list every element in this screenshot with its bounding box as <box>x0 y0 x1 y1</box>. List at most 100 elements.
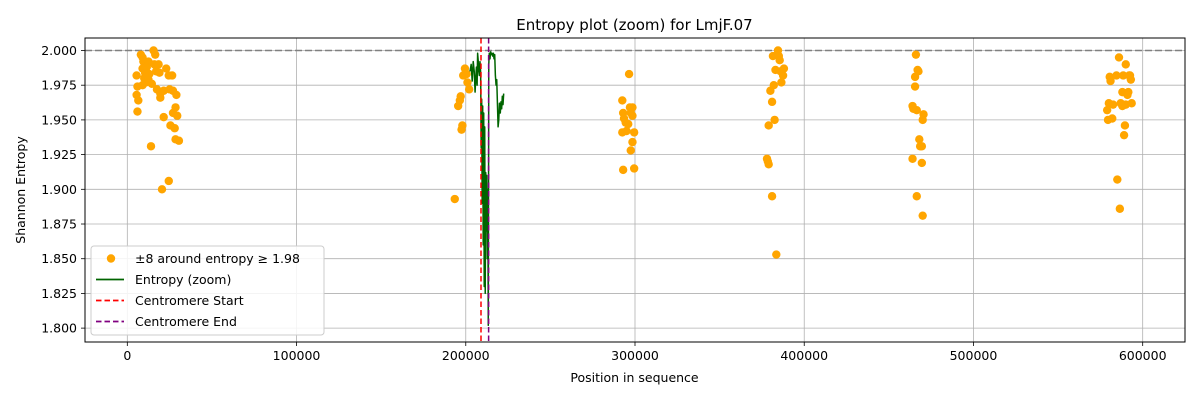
data-point <box>1108 100 1118 109</box>
data-point <box>618 96 627 105</box>
data-point <box>462 69 471 79</box>
y-tick-label: 1.975 <box>41 78 77 93</box>
data-point <box>1115 204 1125 213</box>
x-axis-label: Position in sequence <box>570 370 699 385</box>
data-point <box>1112 71 1121 80</box>
data-point <box>915 135 924 144</box>
legend-marker-points <box>106 254 116 263</box>
data-point <box>914 67 923 76</box>
data-point <box>918 211 927 220</box>
data-point <box>769 80 778 90</box>
y-tick-label: 1.950 <box>41 112 77 127</box>
plot-area <box>132 38 1136 342</box>
data-point <box>1106 76 1115 86</box>
data-point <box>134 96 143 105</box>
y-tick-label: 2.000 <box>41 43 77 58</box>
data-point <box>910 82 920 91</box>
data-point <box>157 185 167 194</box>
x-tick-label: 600000 <box>1119 348 1167 363</box>
data-point <box>1114 53 1124 62</box>
data-point <box>1127 99 1136 108</box>
data-point <box>618 128 627 137</box>
data-point <box>908 154 917 163</box>
data-point <box>167 71 177 80</box>
data-point <box>911 50 921 59</box>
data-point <box>132 71 141 80</box>
data-point <box>155 68 164 77</box>
data-point <box>159 112 168 122</box>
data-point <box>626 146 635 155</box>
data-point <box>146 142 156 151</box>
y-tick-label: 1.875 <box>41 217 77 232</box>
entropy-line <box>469 51 505 327</box>
legend-box <box>90 245 325 336</box>
data-point <box>1113 175 1122 184</box>
data-point <box>764 121 773 130</box>
x-tick-label: 500000 <box>950 348 998 363</box>
chart-title: Entropy plot (zoom) for LmjF.07 <box>516 16 752 34</box>
data-point <box>133 107 142 116</box>
data-point <box>142 62 151 72</box>
data-point <box>1108 114 1117 123</box>
data-point <box>154 60 163 69</box>
data-point <box>171 103 180 112</box>
data-point <box>174 136 184 145</box>
data-point <box>917 142 927 151</box>
x-axis-ticks: 0 100000 200000 300000 400000 500000 600000 <box>123 342 1167 363</box>
legend-label: ±8 around entropy ≥ 1.98 <box>135 251 300 266</box>
data-point <box>628 137 637 147</box>
data-point <box>775 56 784 65</box>
data-point <box>624 69 634 79</box>
data-point <box>628 111 637 120</box>
data-point <box>151 50 160 59</box>
data-point <box>456 92 465 101</box>
data-point <box>138 80 147 90</box>
grid <box>85 38 1185 342</box>
data-point <box>629 128 639 137</box>
legend-label: Entropy (zoom) <box>135 272 231 287</box>
data-point <box>777 78 786 87</box>
data-point <box>778 71 788 80</box>
data-point <box>770 115 779 125</box>
data-point <box>624 119 633 129</box>
data-point <box>1121 60 1130 69</box>
data-point <box>1120 121 1130 130</box>
y-axis-ticks: 1.800 1.825 1.850 1.875 1.900 1.925 1.950 1.975… <box>41 43 85 336</box>
data-point <box>618 165 628 175</box>
data-point <box>1126 75 1136 84</box>
y-tick-label: 1.850 <box>41 251 77 266</box>
data-point <box>772 250 781 259</box>
data-point <box>173 111 182 120</box>
data-point <box>912 192 921 201</box>
x-tick-label: 400000 <box>780 348 828 363</box>
data-point <box>917 158 927 168</box>
data-point <box>156 93 165 102</box>
data-point <box>764 160 773 169</box>
legend-label: Centromere Start <box>135 293 244 308</box>
data-point <box>172 90 181 100</box>
data-point <box>463 78 472 87</box>
data-point <box>162 64 171 73</box>
y-tick-label: 1.800 <box>41 321 77 336</box>
data-point <box>767 192 777 201</box>
entropy-line-group <box>469 51 505 327</box>
x-tick-label: 300000 <box>611 348 659 363</box>
legend: ±8 around entropy ≥ 1.98 Entropy (zoom) Ce… <box>90 245 325 336</box>
data-point <box>1124 87 1133 97</box>
data-point <box>1102 105 1112 115</box>
data-point <box>779 64 789 73</box>
scatter-points <box>132 46 1136 259</box>
legend-label: Centromere End <box>135 314 237 329</box>
y-axis-label: Shannon Entropy <box>13 136 28 244</box>
data-point <box>912 105 921 115</box>
x-tick-label: 200000 <box>442 348 490 363</box>
data-point <box>1119 71 1128 80</box>
x-tick-label: 100000 <box>273 348 321 363</box>
data-point <box>450 194 459 204</box>
data-point <box>629 164 639 173</box>
y-tick-label: 1.925 <box>41 147 77 162</box>
data-point <box>147 79 157 89</box>
data-point <box>453 101 463 111</box>
y-tick-label: 1.900 <box>41 182 77 197</box>
